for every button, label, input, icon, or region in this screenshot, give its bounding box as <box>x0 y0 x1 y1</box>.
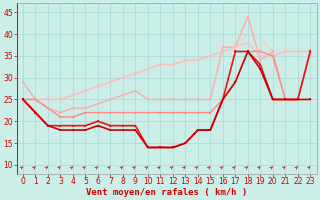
X-axis label: Vent moyen/en rafales ( km/h ): Vent moyen/en rafales ( km/h ) <box>86 188 247 197</box>
